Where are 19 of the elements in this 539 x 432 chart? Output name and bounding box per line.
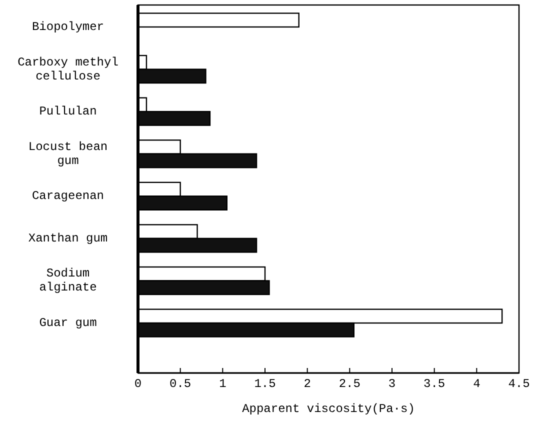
y-tick-label: Biopolymer	[32, 20, 104, 34]
x-tick-label: 0	[134, 377, 142, 391]
y-tick-label: Carageenan	[32, 189, 104, 204]
y-tick-label: Locust bean gum	[28, 140, 108, 168]
y-tick-label: Guar gum	[39, 316, 97, 330]
x-tick-label: 1	[219, 377, 226, 391]
x-axis-title: Apparent viscosity(Pa·s)	[242, 402, 415, 416]
y-tick-label: Xanthan gum	[28, 232, 108, 246]
x-tick-label: 3.5	[424, 377, 446, 391]
x-tick-label: 1.5	[254, 377, 276, 391]
x-tick-label: 0.5	[170, 377, 192, 391]
x-tick-label: 4	[473, 377, 480, 391]
y-tick-label: Pullulan	[39, 104, 97, 119]
x-tick-label: 3	[388, 377, 396, 391]
x-tick-label: 2.5	[338, 377, 360, 391]
x-tick-label: 2	[304, 377, 311, 391]
y-tick-label: Carboxy methyl cellulose	[18, 55, 118, 84]
x-tick-label: 4.5	[508, 377, 530, 391]
y-tick-label: Sodium alginate	[39, 266, 97, 295]
